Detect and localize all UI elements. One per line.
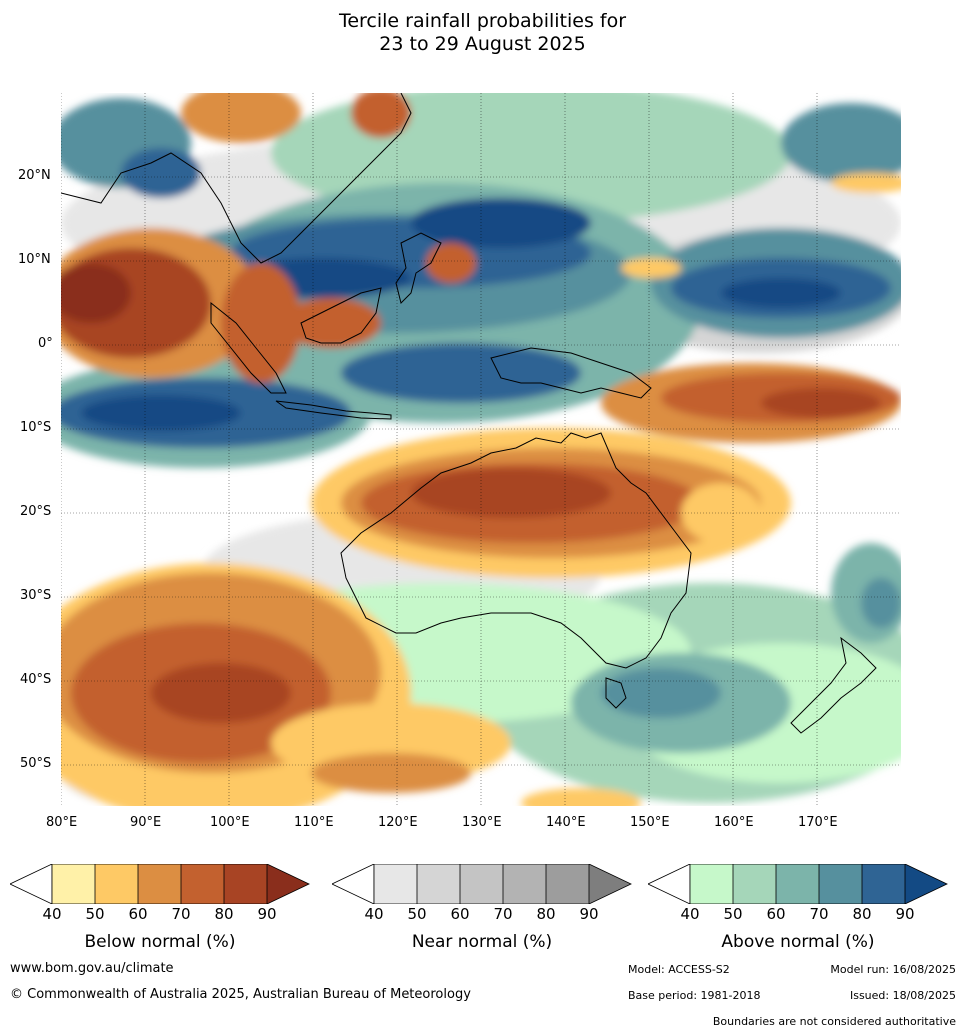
- boundaries-disclaimer: Boundaries are not considered authoritat…: [712, 1015, 956, 1028]
- above-tick-80: 80: [852, 905, 872, 923]
- swatch-above-80: [819, 864, 862, 904]
- below-tick-70: 70: [171, 905, 191, 923]
- colorbar-below-normal: [9, 863, 310, 908]
- lat-label-0: 0°: [38, 336, 53, 351]
- near-tick-90: 90: [579, 905, 599, 923]
- lat-label-30s: 30°S: [20, 588, 52, 603]
- lon-label-120e: 120°E: [378, 815, 418, 830]
- lon-label-90e: 90°E: [130, 815, 162, 830]
- above-normal-label: Above normal (%): [721, 932, 875, 952]
- above-tick-50: 50: [723, 905, 743, 923]
- website-link[interactable]: www.bom.gov.au/climate: [10, 961, 174, 976]
- below-tick-90: 90: [257, 905, 277, 923]
- colorbar-above-svg: [647, 863, 948, 905]
- above-tick-70: 70: [809, 905, 829, 923]
- swatch-near-max: [589, 864, 631, 904]
- title-line-1: Tercile rainfall probabilities for: [338, 10, 627, 32]
- lat-label-10s: 10°S: [20, 420, 52, 435]
- lat-label-40s: 40°S: [20, 672, 52, 687]
- swatch-near-60: [417, 864, 460, 904]
- tasmania-outline: [605, 677, 627, 709]
- new-guinea-outline: [490, 347, 652, 399]
- swatch-above-70: [776, 864, 819, 904]
- swatch-below-60: [95, 864, 138, 904]
- near-normal-label: Near normal (%): [411, 932, 553, 952]
- swatch-above-60: [733, 864, 776, 904]
- colorbar-near-svg: [331, 863, 632, 905]
- probability-fields: [61, 93, 901, 806]
- colorbar-below-svg: [9, 863, 310, 905]
- swatch-above-max: [905, 864, 947, 904]
- model-info: Model: ACCESS-S2: [628, 963, 730, 976]
- philippines-outline: [395, 232, 442, 304]
- lon-label-140e: 140°E: [546, 815, 586, 830]
- lon-label-160e: 160°E: [714, 815, 754, 830]
- below-tick-40: 40: [42, 905, 62, 923]
- lon-label-150e: 150°E: [630, 815, 670, 830]
- below-tick-60: 60: [128, 905, 148, 923]
- swatch-below-90: [224, 864, 267, 904]
- swatch-near-90: [546, 864, 589, 904]
- map-title: Tercile rainfall probabilities for 23 to…: [0, 10, 965, 56]
- lon-label-130e: 130°E: [462, 815, 502, 830]
- rainfall-map-svg: [61, 93, 901, 806]
- coastlines: [61, 93, 877, 734]
- lon-label-100e: 100°E: [210, 815, 250, 830]
- lon-label-80e: 80°E: [46, 815, 78, 830]
- above-tick-90: 90: [895, 905, 915, 923]
- sumatra-outline: [210, 301, 287, 394]
- base-period: Base period: 1981-2018: [628, 989, 761, 1002]
- lat-label-50s: 50°S: [20, 756, 52, 771]
- lat-label-20s: 20°S: [20, 504, 52, 519]
- near-tick-40: 40: [364, 905, 384, 923]
- title-line-2: 23 to 29 August 2025: [379, 33, 586, 55]
- issued-date: Issued: 18/08/2025: [849, 989, 956, 1002]
- swatch-near-50: [374, 864, 417, 904]
- near-tick-80: 80: [536, 905, 556, 923]
- australia-outline: [340, 432, 692, 669]
- copyright-notice: © Commonwealth of Australia 2025, Austra…: [10, 987, 471, 1002]
- above-tick-60: 60: [766, 905, 786, 923]
- near-tick-50: 50: [407, 905, 427, 923]
- near-tick-70: 70: [493, 905, 513, 923]
- swatch-above-90: [862, 864, 905, 904]
- swatch-above-50: [690, 864, 733, 904]
- lat-label-20n: 20°N: [18, 168, 51, 183]
- colorbar-near-normal: [331, 863, 632, 908]
- colorbar-above-normal: [647, 863, 948, 908]
- below-tick-80: 80: [214, 905, 234, 923]
- new-zealand-outline: [790, 636, 877, 734]
- swatch-below-80: [181, 864, 224, 904]
- graticule: [61, 93, 901, 806]
- rainfall-map: [61, 93, 901, 806]
- lat-label-10n: 10°N: [18, 252, 51, 267]
- near-tick-60: 60: [450, 905, 470, 923]
- swatch-below-70: [138, 864, 181, 904]
- above-tick-40: 40: [680, 905, 700, 923]
- borneo-outline: [300, 287, 382, 344]
- lon-label-170e: 170°E: [798, 815, 838, 830]
- swatch-near-80: [503, 864, 546, 904]
- asia-coastline: [61, 93, 412, 264]
- model-run-date: Model run: 16/08/2025: [830, 963, 956, 976]
- below-normal-label: Below normal (%): [84, 932, 236, 952]
- swatch-below-max: [267, 864, 309, 904]
- swatch-near-70: [460, 864, 503, 904]
- lon-label-110e: 110°E: [294, 815, 334, 830]
- java-outline: [275, 400, 392, 420]
- below-tick-50: 50: [85, 905, 105, 923]
- swatch-below-50: [52, 864, 95, 904]
